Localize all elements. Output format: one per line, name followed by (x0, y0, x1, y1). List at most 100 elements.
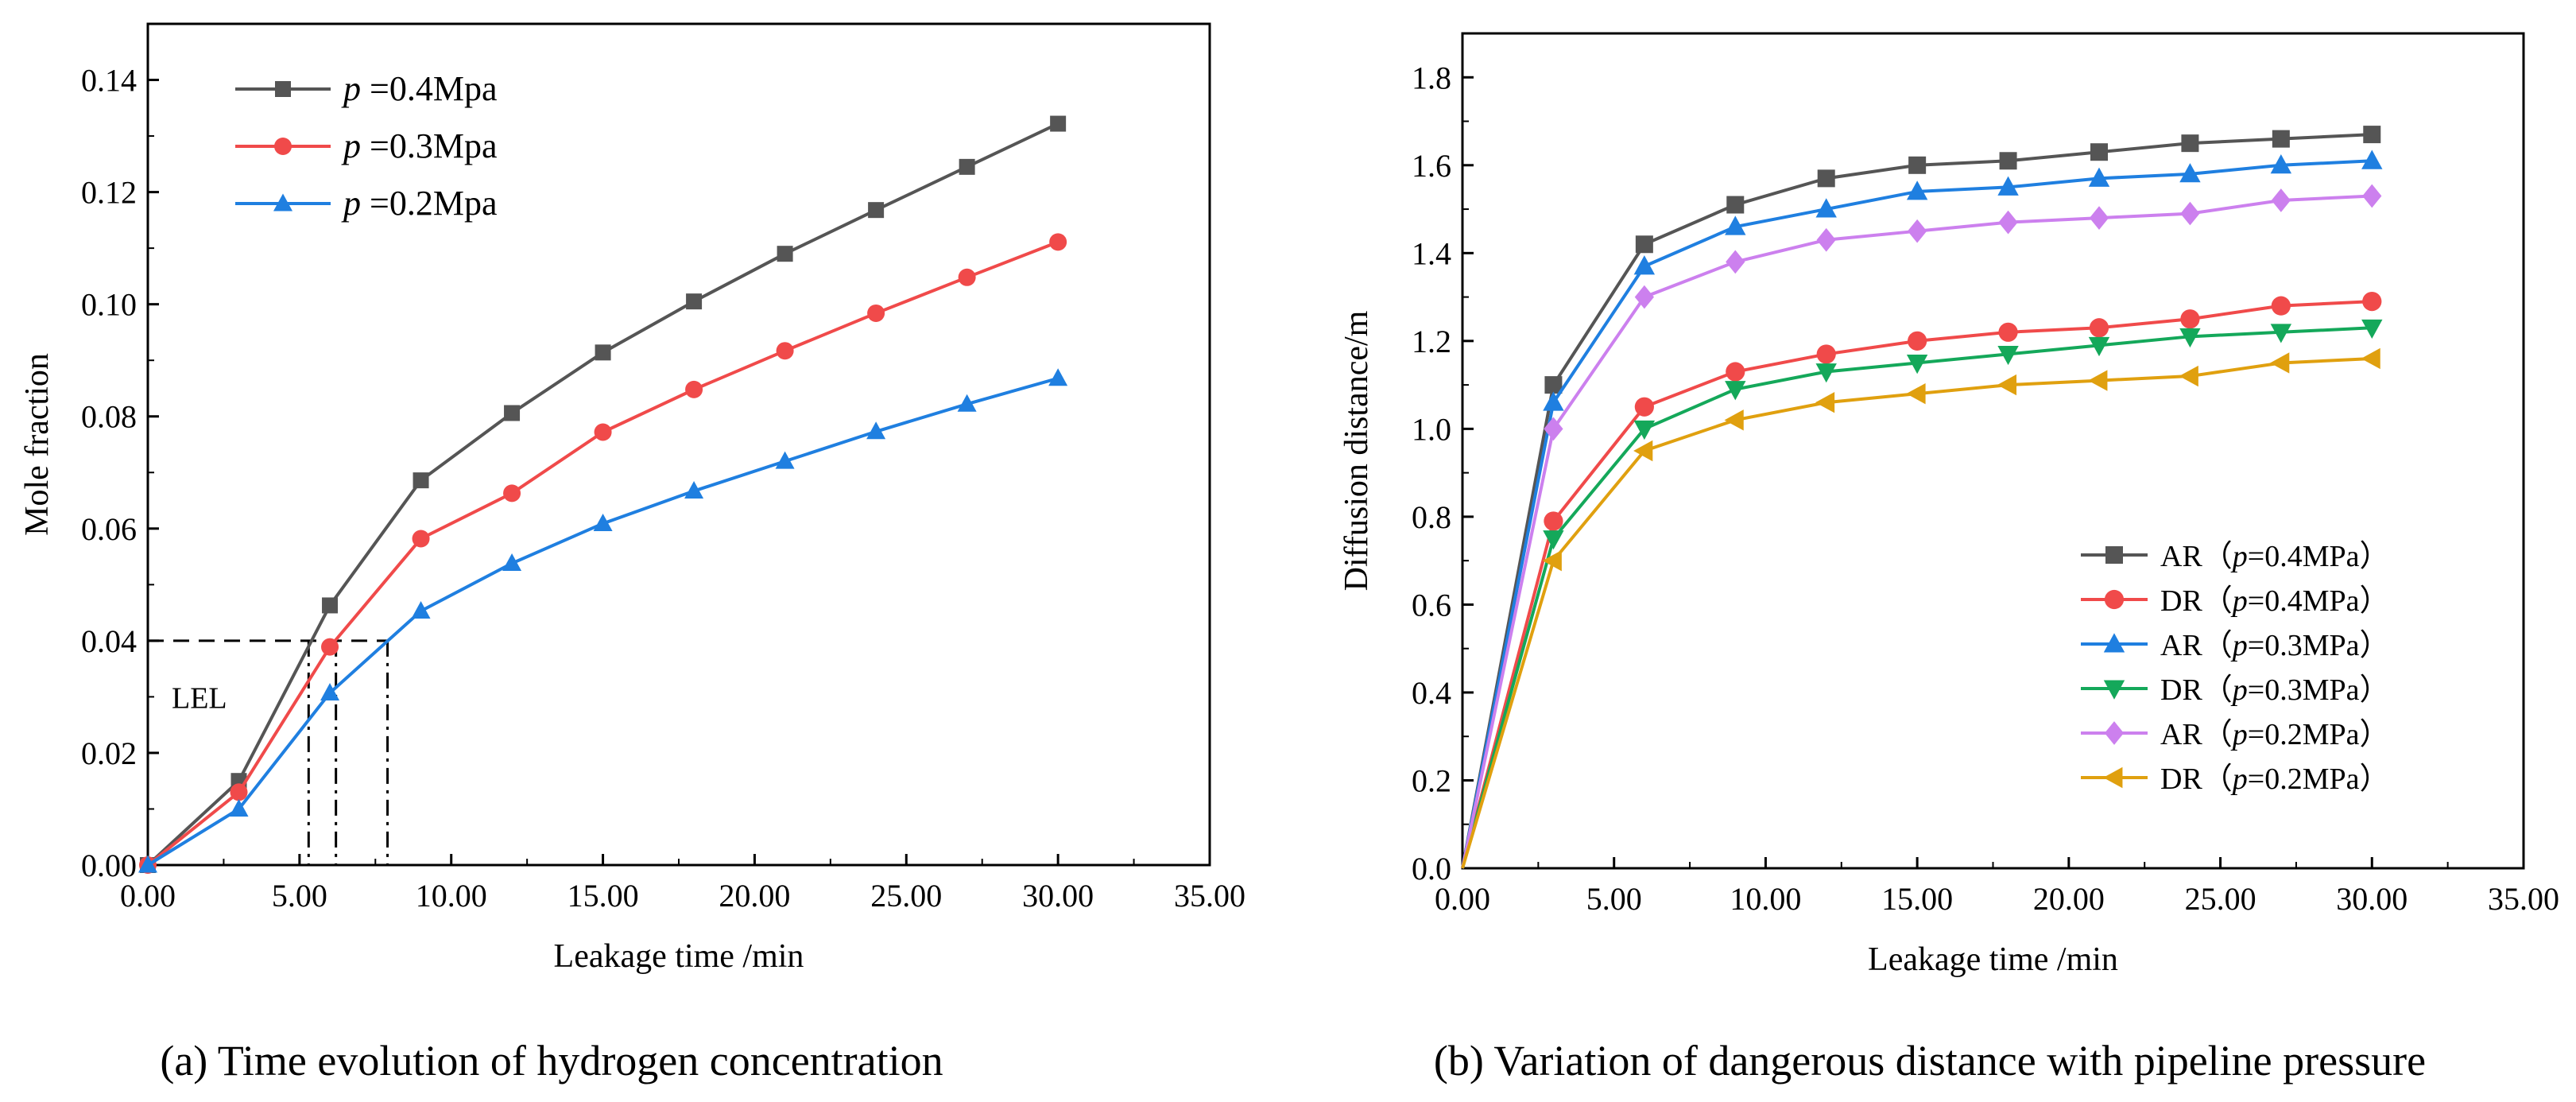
data-point (2270, 352, 2290, 374)
data-point (1997, 374, 2017, 396)
x-tick-label: 5.00 (272, 878, 327, 914)
data-point (686, 293, 703, 310)
x-tick-label: 15.00 (1881, 881, 1953, 917)
data-point (1906, 382, 1926, 405)
data-point (413, 472, 429, 489)
legend-entry: AR（p=0.3MPa） (2160, 629, 2390, 662)
y-tick-label: 0.02 (81, 735, 137, 771)
data-point (1635, 235, 1653, 254)
plot-frame (146, 22, 1211, 867)
legend-marker (2104, 589, 2125, 610)
data-point (2180, 309, 2200, 329)
y-tick-label: 1.0 (1412, 411, 1451, 447)
y-tick-label: 0.10 (81, 287, 137, 323)
y-tick-label: 0.0 (1412, 851, 1451, 887)
x-tick-label: 35.00 (2488, 881, 2559, 917)
data-point (1634, 285, 1654, 309)
legend-entry-prefix: DR（ (2160, 673, 2233, 707)
legend-entry-italic: p (2230, 584, 2248, 618)
data-point (2180, 201, 2200, 226)
legend-entry: p =0.3Mpa (341, 126, 497, 165)
y-tick-label: 1.6 (1412, 148, 1451, 184)
legend-entry-text: =0.4MPa） (2248, 540, 2390, 573)
x-tick-label: 10.00 (416, 878, 487, 914)
data-point (2179, 365, 2198, 387)
data-point (958, 268, 976, 286)
y-axis-title: Mole fraction (19, 353, 56, 536)
data-point (1908, 331, 1927, 351)
legend-marker (273, 193, 292, 211)
data-point (1543, 391, 1564, 411)
data-point (1906, 180, 1928, 200)
data-point (957, 394, 977, 412)
y-tick-label: 0.06 (81, 511, 137, 547)
data-point (1908, 219, 1927, 243)
data-point (1816, 344, 1836, 364)
legend-entry-italic: p (341, 126, 361, 165)
data-point (2179, 163, 2201, 183)
data-point (1726, 196, 1745, 214)
data-point (1908, 156, 1927, 174)
data-point (1543, 530, 1564, 550)
chart-panel-a: 0.00 5.00 10.00 15.00 20.00 25.00 30.00 35.00 0.… (19, 22, 1245, 1085)
y-tick-label: 0.04 (81, 623, 137, 659)
y-tick-label: 1.2 (1412, 324, 1451, 359)
legend-entry: AR（p=0.2MPa） (2160, 718, 2390, 751)
y-tick-label: 0.4 (1412, 675, 1451, 711)
lel-label: LEL (172, 682, 227, 716)
y-tick-label: 0.8 (1412, 499, 1451, 535)
x-tick-label: 30.00 (2336, 881, 2407, 917)
data-point (2270, 154, 2292, 174)
data-point (1998, 322, 2018, 342)
data-point (594, 423, 612, 441)
y-tick-label: 0.2 (1412, 762, 1451, 798)
x-tick-label: 35.00 (1174, 878, 1245, 914)
legend-marker (274, 138, 292, 155)
data-point (1542, 549, 1562, 572)
legend-entry-italic: p (2230, 762, 2248, 796)
legend-entry-text: =0.3Mpa (361, 126, 497, 165)
data-point (867, 304, 885, 322)
x-tick-label: 20.00 (2033, 881, 2105, 917)
legend-entry: DR（p=0.2MPa） (2160, 762, 2390, 796)
data-point (2270, 324, 2292, 343)
legend-marker (2103, 680, 2125, 700)
data-point (1725, 215, 1746, 235)
data-point (595, 344, 611, 361)
data-point (1544, 511, 1563, 531)
data-point (1997, 345, 2019, 366)
data-point (2088, 167, 2110, 187)
data-point (2362, 292, 2382, 312)
data-point (1048, 368, 1068, 386)
legend-entry-text: =0.2MPa） (2248, 718, 2390, 751)
chart-panel-b: 0.00 5.00 10.00 15.00 20.00 25.00 30.00 35.00 0.… (1338, 32, 2559, 1085)
legend-entry-prefix: DR（ (2160, 584, 2233, 618)
y-tick-label: 0.12 (81, 175, 137, 211)
data-point (322, 597, 339, 614)
data-point (320, 682, 340, 700)
data-point (1726, 362, 1745, 382)
data-point (959, 158, 975, 175)
legend-marker (2103, 766, 2123, 789)
x-axis-title: Leakage time /min (554, 938, 804, 975)
data-point (2089, 318, 2109, 338)
series-line (146, 240, 1059, 867)
data-point (503, 484, 521, 502)
data-point (2271, 296, 2291, 316)
data-point (1815, 363, 1837, 383)
legend-entry-italic: p (341, 69, 361, 108)
data-point (2090, 143, 2108, 161)
data-point (1049, 233, 1067, 251)
data-point (2361, 149, 2383, 169)
data-point (775, 451, 795, 469)
figure-caption: (a) Time evolution of hydrogen concentra… (160, 1037, 943, 1085)
data-point (1815, 392, 1835, 413)
data-point (1906, 355, 1928, 374)
legend-entry-text: =0.4Mpa (361, 69, 497, 108)
data-point (1633, 420, 1656, 440)
x-tick-label: 30.00 (1022, 878, 1094, 914)
series-line (146, 376, 1059, 867)
data-point (2363, 126, 2381, 144)
legend-entry: DR（p=0.4MPa） (2160, 584, 2390, 618)
